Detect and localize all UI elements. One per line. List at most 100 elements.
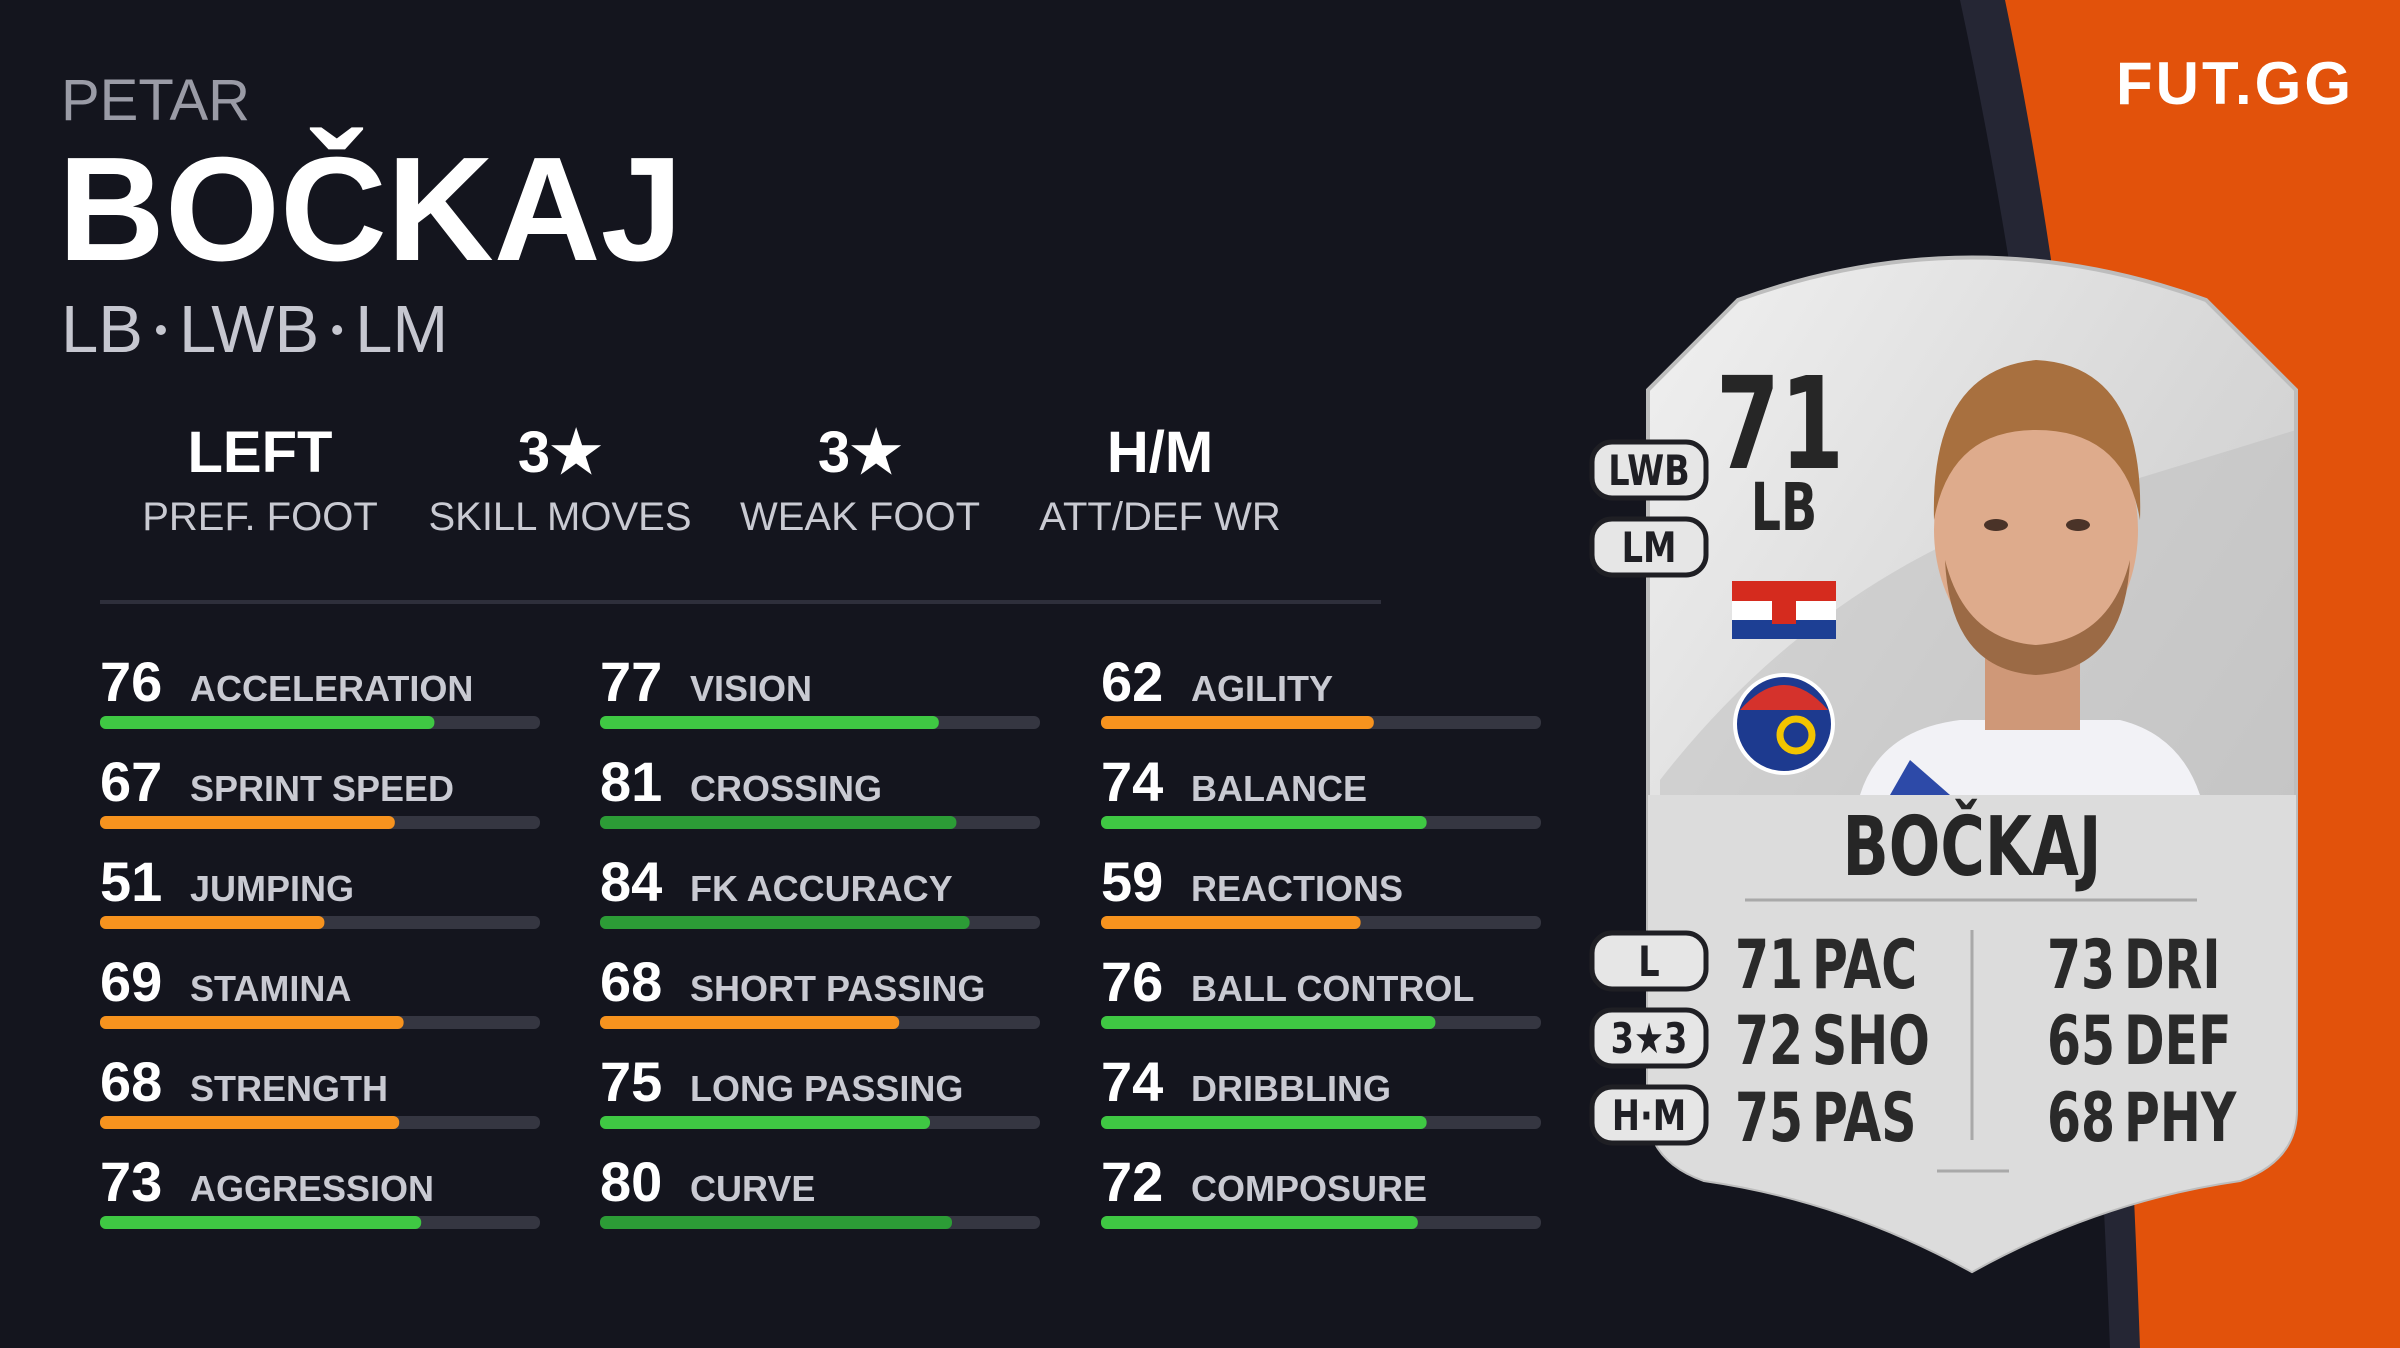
stat-value: 74 xyxy=(1101,1050,1163,1113)
card-position: LB xyxy=(1751,469,1817,546)
stat-bar xyxy=(100,1116,400,1129)
stat-bar xyxy=(1101,1016,1436,1029)
stat-value: 75 xyxy=(600,1050,662,1113)
card-attr-label-group: DEF xyxy=(2124,1001,2232,1080)
position: LB xyxy=(61,292,143,367)
card-rating-group: 71 xyxy=(1716,350,1844,499)
stat-name: REACTIONS xyxy=(1191,868,1403,909)
card-attr-value-group: 72 xyxy=(1735,1001,1803,1080)
skill-weak-badge-group: 3★3 xyxy=(1611,1014,1688,1063)
card-attr-label: DRI xyxy=(2124,925,2221,1004)
position: LM xyxy=(355,292,448,367)
stat-value: 76 xyxy=(100,650,162,713)
card-attr-value: 75 xyxy=(1735,1078,1803,1157)
stat-bar xyxy=(1101,1216,1418,1229)
stat-value: 77 xyxy=(600,650,662,713)
club-badge-letter xyxy=(1776,715,1816,755)
foot-badge: L xyxy=(1638,937,1659,986)
card-attr-label-group: PHY xyxy=(2124,1078,2237,1157)
card-attr-label: PHY xyxy=(2124,1078,2237,1157)
card-attr-value: 65 xyxy=(2047,1001,2115,1080)
info-label: ATT/DEF WR xyxy=(1039,495,1280,539)
alt-position-group: LM xyxy=(1622,523,1677,572)
stat-bar xyxy=(600,1216,952,1229)
stat-name: DRIBBLING xyxy=(1191,1068,1391,1109)
alt-position-group: LWB xyxy=(1608,446,1689,495)
info-label: PREF. FOOT xyxy=(142,495,378,539)
stat-name: AGGRESSION xyxy=(190,1168,434,1209)
stat-value: 74 xyxy=(1101,750,1163,813)
alt-position: LM xyxy=(1622,523,1677,572)
separator-dot xyxy=(155,325,166,335)
stat-value: 69 xyxy=(100,950,162,1013)
alt-position: LWB xyxy=(1608,446,1689,495)
work-rate-badge: H·M xyxy=(1612,1091,1686,1140)
stat-name: JUMPING xyxy=(190,868,354,909)
flag-blue xyxy=(1732,620,1836,639)
info-value: LEFT xyxy=(188,420,333,485)
stat-value: 59 xyxy=(1101,850,1163,913)
card-attr-value-group: 75 xyxy=(1735,1078,1803,1157)
stat-bar xyxy=(600,1116,930,1129)
stat-value: 67 xyxy=(100,750,162,813)
stat-bar xyxy=(1101,1116,1427,1129)
card-attr-value-group: 65 xyxy=(2047,1001,2115,1080)
separator-dot xyxy=(332,325,343,335)
card-attr-label: SHO xyxy=(1812,1001,1930,1080)
stat-value: 76 xyxy=(1101,950,1163,1013)
stat-name: COMPOSURE xyxy=(1191,1168,1427,1209)
last-name: BOČKAJ xyxy=(58,126,683,292)
card-attr-label: DEF xyxy=(2124,1001,2232,1080)
stat-name: SHORT PASSING xyxy=(690,968,985,1009)
stat-value: 73 xyxy=(100,1150,162,1213)
alt-position-pill xyxy=(1589,439,1709,501)
card-rating: 71 xyxy=(1716,350,1844,499)
card-attr-label-group: PAS xyxy=(1812,1078,1917,1157)
work-rate-badge-group: H·M xyxy=(1612,1091,1686,1140)
work-rate-badge-pill xyxy=(1589,1084,1709,1146)
stat-bar xyxy=(600,816,957,829)
alt-position-pill xyxy=(1589,516,1709,578)
card-attr-label: PAS xyxy=(1812,1078,1917,1157)
stat-value: 68 xyxy=(600,950,662,1013)
stat-value: 80 xyxy=(600,1150,662,1213)
stat-bar xyxy=(1101,816,1427,829)
flag-red xyxy=(1732,581,1836,601)
skill-weak-badge: 3★3 xyxy=(1611,1014,1688,1063)
stat-name: AGILITY xyxy=(1191,668,1333,709)
info-label: WEAK FOOT xyxy=(740,495,980,539)
flag-crest xyxy=(1772,594,1796,624)
stat-name: CROSSING xyxy=(690,768,882,809)
card-name-group: BOČKAJ xyxy=(1843,798,2102,896)
card-attr-value: 68 xyxy=(2047,1078,2115,1157)
stat-name: CURVE xyxy=(690,1168,815,1209)
card-attr-label-group: DRI xyxy=(2124,925,2221,1004)
skill-weak-badge-pill xyxy=(1589,1007,1709,1069)
info-value: 3★ xyxy=(818,420,902,485)
stat-bar xyxy=(100,816,395,829)
card-attr-label: PAC xyxy=(1812,925,1917,1004)
info-label: SKILL MOVES xyxy=(428,495,691,539)
stat-bar xyxy=(600,916,970,929)
info-value: H/M xyxy=(1107,420,1213,485)
stat-value: 51 xyxy=(100,850,162,913)
stat-bar xyxy=(100,1216,422,1229)
stat-name: BALL CONTROL xyxy=(1191,968,1474,1009)
brand-logo: FUT.GG xyxy=(2116,50,2354,117)
stat-bar xyxy=(100,1016,404,1029)
stat-name: FK ACCURACY xyxy=(690,868,953,909)
foot-badge-pill xyxy=(1589,930,1709,992)
info-row: LEFT PREF. FOOT 3★ SKILL MOVES 3★ WEAK FOOT H/… xyxy=(142,420,1281,539)
stat-bar xyxy=(600,1016,900,1029)
card-attr-value: 72 xyxy=(1735,1001,1803,1080)
stat-bar xyxy=(600,716,939,729)
card-attr-value-group: 68 xyxy=(2047,1078,2115,1157)
first-name: PETAR xyxy=(61,68,250,133)
stat-name: STRENGTH xyxy=(190,1068,388,1109)
card-name: BOČKAJ xyxy=(1843,798,2102,896)
stat-value: 84 xyxy=(600,850,662,913)
stat-value: 72 xyxy=(1101,1150,1163,1213)
info-value: 3★ xyxy=(518,420,602,485)
